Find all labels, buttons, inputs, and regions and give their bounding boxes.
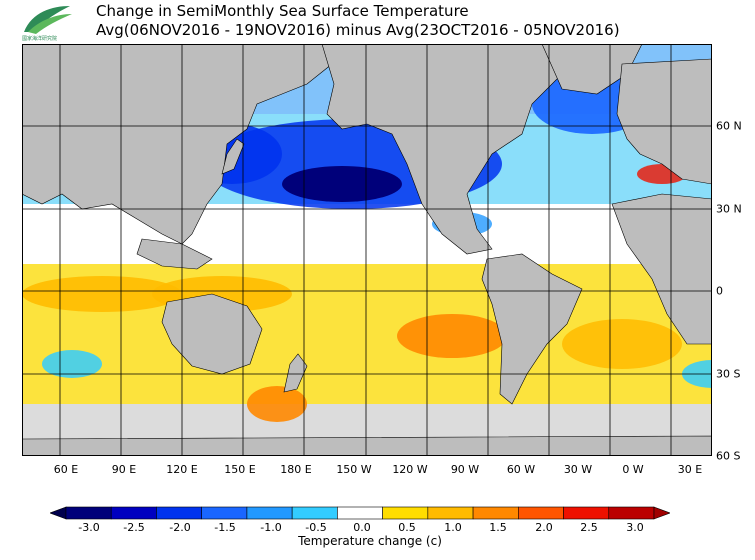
lon-label: 60 E — [53, 463, 79, 476]
colorbar-swatch — [608, 506, 655, 520]
lon-label: 120 E — [166, 463, 198, 476]
colorbar-swatch — [563, 506, 610, 520]
colorbar-swatch — [201, 506, 248, 520]
lat-label: 30 S — [716, 367, 741, 381]
lon-label: 90 E — [111, 463, 137, 476]
australia — [161, 293, 263, 375]
lat-label: 60 S — [716, 449, 741, 463]
colorbar-label: 2.5 — [580, 521, 598, 534]
colorbar-swatch — [65, 506, 112, 520]
southern-cooling-patch — [42, 350, 102, 378]
colorbar-label: -1.0 — [260, 521, 282, 534]
land — [22, 44, 712, 456]
logo-leaf-icon — [24, 6, 70, 32]
lon-label: 120 W — [392, 463, 428, 476]
lon-label: 30 E — [677, 463, 703, 476]
colorbar-title: Temperature change (c) — [298, 534, 442, 548]
colorbar-label: -3.0 — [78, 521, 100, 534]
lon-label: 150 E — [224, 463, 256, 476]
lon-label: 180 E — [280, 463, 312, 476]
colorbar-end-high — [653, 506, 670, 520]
logo-text: 國家海洋研究院 — [22, 35, 57, 42]
lon-label: 0 W — [622, 463, 644, 476]
lon-label: 60 W — [506, 463, 536, 476]
southeast-pacific-warm-spot — [397, 314, 507, 358]
colorbar-label: 2.0 — [535, 521, 553, 534]
colorbar-swatch — [291, 506, 338, 520]
colorbar-swatch — [246, 506, 293, 520]
colorbar-swatch — [337, 506, 383, 520]
lon-label: 90 W — [450, 463, 480, 476]
south-atlantic-warming — [562, 319, 682, 369]
graticule — [22, 44, 712, 456]
chart-subtitle: Avg(06NOV2016 - 19NOV2016) minus Avg(23O… — [96, 21, 620, 39]
sst-change-map — [22, 44, 712, 456]
colorbar-swatch — [427, 506, 474, 520]
colorbar-label: 1.0 — [444, 521, 462, 534]
colorbar-swatch — [110, 506, 157, 520]
lat-label: 60 N — [716, 119, 742, 133]
southern-indian-warming — [22, 276, 182, 312]
colorbar-label: -2.5 — [123, 521, 145, 534]
north-america — [321, 44, 583, 255]
colorbar-label: -0.5 — [305, 521, 327, 534]
antarctica — [22, 435, 712, 456]
japan — [221, 138, 245, 175]
colorbar-swatch — [382, 506, 429, 520]
colorbar-label: 0.0 — [353, 521, 371, 534]
colorbar — [50, 506, 670, 520]
lon-label: 150 W — [336, 463, 372, 476]
tropical-band — [22, 204, 712, 264]
chart-title: Change in SemiMonthly Sea Surface Temper… — [96, 2, 469, 20]
colorbar-label: 1.5 — [489, 521, 507, 534]
new-zealand — [283, 353, 308, 393]
colorbar-label: -1.5 — [214, 521, 236, 534]
colorbar-label: 3.0 — [626, 521, 644, 534]
colorbar-label: -2.0 — [169, 521, 191, 534]
south-of-australia-warm-spot — [247, 386, 307, 422]
africa — [611, 193, 712, 345]
europe — [616, 58, 712, 185]
colorbar-swatch — [472, 506, 519, 520]
colorbar-label: 0.5 — [398, 521, 416, 534]
lon-label: 30 W — [563, 463, 593, 476]
asia — [22, 44, 333, 245]
lat-label: 30 N — [716, 202, 742, 216]
lat-label: 0 — [716, 284, 723, 298]
colorbar-swatch — [156, 506, 202, 520]
north-pacific-cooling-core — [282, 166, 402, 202]
colorbar-end-low — [50, 506, 67, 520]
greenland — [541, 44, 643, 95]
agency-logo: 國家海洋研究院 — [22, 6, 72, 42]
colorbar-swatch — [518, 506, 564, 520]
